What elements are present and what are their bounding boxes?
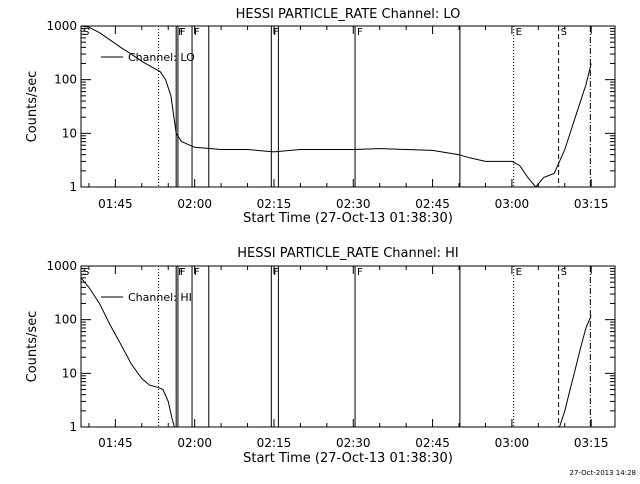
plot-frame [80,25,616,188]
event-marker-label: S [561,27,567,38]
event-marker-label: S [561,267,567,278]
chart-panel-0: HESSI PARTICLE_RATE Channel: LOS FF F F F E S1… [25,7,616,226]
x-tick-label: 02:30 [336,436,371,450]
plot-frame [80,265,616,428]
x-tick-label: 02:00 [177,197,212,211]
y-tick-label: 1000 [46,19,77,33]
x-tick-label: 03:00 [495,436,530,450]
event-marker-label: F [273,267,279,278]
event-marker-label: F [357,267,363,278]
chart-title: HESSI PARTICLE_RATE Channel: LO [236,7,461,22]
x-tick-label: 02:45 [415,197,450,211]
y-tick-label: 10 [62,366,77,380]
chart-title: HESSI PARTICLE_RATE Channel: HI [237,246,458,261]
event-marker-label: F [178,267,184,278]
x-tick-label: 03:15 [574,197,609,211]
event-marker-label: F [194,267,200,278]
x-tick-label: 01:45 [98,197,133,211]
y-tick-label: 10 [62,126,77,140]
x-tick-label: 02:15 [257,436,292,450]
x-tick-label: 02:30 [336,197,371,211]
event-marker-label: F [357,27,363,38]
event-marker-label: F [180,27,186,38]
footer-timestamp: 27-Oct-2013 14:28 [570,469,636,477]
y-tick-label: 1 [69,180,77,194]
legend-label: Channel: LO [128,51,195,64]
event-marker-label: F [273,27,279,38]
y-tick-label: 100 [54,73,77,87]
y-tick-label: 1 [69,420,77,434]
y-axis-label: Counts/sec [25,71,40,143]
plot-area [81,26,592,187]
legend-label: Channel: HI [128,291,192,304]
x-tick-label: 03:15 [574,436,609,450]
series-line [81,277,592,427]
plot-area [81,266,592,427]
x-tick-label: 01:45 [98,436,133,450]
event-marker-label: F [178,27,184,38]
x-tick-label: 02:00 [177,436,212,450]
series-line [81,26,592,187]
y-axis-label: Counts/sec [25,311,40,383]
x-axis-label: Start Time (27-Oct-13 01:38:30) [243,451,453,466]
x-tick-label: 03:00 [495,197,530,211]
y-tick-label: 1000 [46,259,77,273]
chart-panel-1: HESSI PARTICLE_RATE Channel: HIS FF F F F E S1… [25,246,616,466]
event-marker-label: S [83,27,89,38]
event-marker-label: F [180,267,186,278]
event-marker-label: E [516,27,522,38]
x-tick-label: 02:45 [415,436,450,450]
event-marker-label: S [83,267,89,278]
x-axis-label: Start Time (27-Oct-13 01:38:30) [243,211,453,226]
event-marker-label: F [194,27,200,38]
y-tick-label: 100 [54,313,77,327]
x-tick-label: 02:15 [257,197,292,211]
event-marker-label: E [516,267,522,278]
